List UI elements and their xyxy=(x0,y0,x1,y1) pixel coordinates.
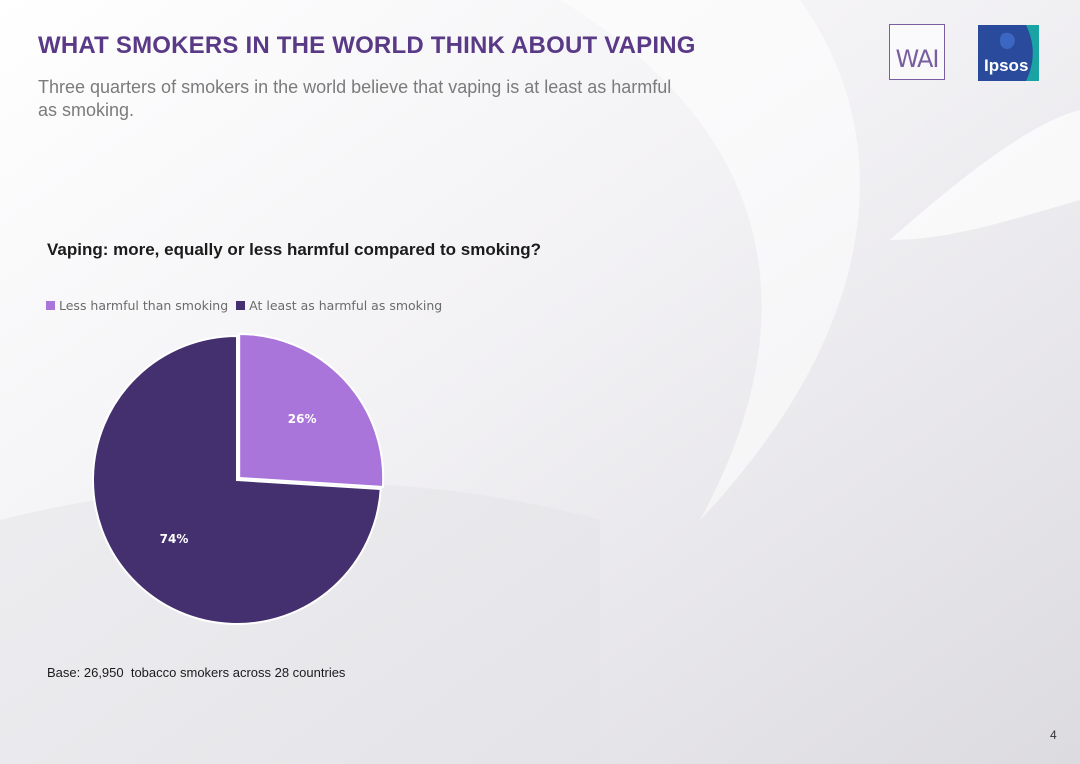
slide-title: WHAT SMOKERS IN THE WORLD THINK ABOUT VA… xyxy=(38,32,696,59)
wai-logo: WAI xyxy=(889,24,945,80)
legend-label-at-least-as-harmful: At least as harmful as smoking xyxy=(249,298,443,313)
pie-label-less-harmful: 26% xyxy=(288,412,317,426)
chart-legend: Less harmful than smoking At least as ha… xyxy=(46,298,450,313)
wai-logo-text: WAI xyxy=(895,45,940,73)
ipsos-logo-blue-block xyxy=(978,25,1033,81)
legend-swatch-less-harmful xyxy=(46,301,55,310)
pie-slice-at-least-as-harmful xyxy=(92,334,382,625)
legend-item-less-harmful: Less harmful than smoking xyxy=(46,298,228,313)
legend-label-less-harmful: Less harmful than smoking xyxy=(59,298,229,313)
slide-subtitle: Three quarters of smokers in the world b… xyxy=(38,77,672,120)
ipsos-logo: Ipsos xyxy=(978,25,1039,81)
chart-title: Vaping: more, equally or less harmful co… xyxy=(47,240,542,259)
legend-swatch-at-least-as-harmful xyxy=(236,301,246,310)
ipsos-logo-text: Ipsos xyxy=(984,56,1028,75)
pie-label-at-least-as-harmful: 74% xyxy=(160,532,189,546)
legend-item-at-least-as-harmful: At least as harmful as smoking xyxy=(236,298,442,313)
ipsos-logo-emblem xyxy=(1000,32,1015,49)
base-note: Base: 26,950 tobacco smokers across 28 c… xyxy=(47,665,346,680)
pie-slice-less-harmful xyxy=(238,332,385,489)
page-number: 4 xyxy=(1050,728,1057,742)
